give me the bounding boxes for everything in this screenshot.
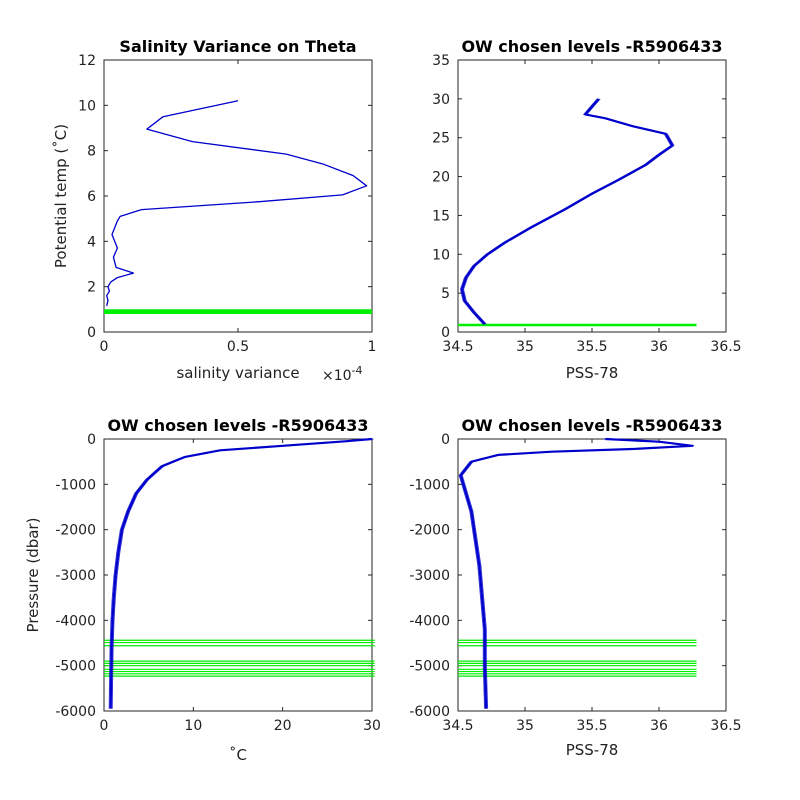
ticks-tr: 34.5 35 35.5 36 36.5 0 5 10 15 20 25 30 35 [432,53,741,355]
series-line-overlay [462,98,675,325]
series-line-overlay [461,438,695,709]
panel-tr: OW chosen levels -R5906433 PSS-78 34.5 35… [432,37,741,382]
x-tick-label: 35 [516,339,534,355]
y-tick-label: -3000 [409,568,450,584]
y-tick-label: 10 [432,247,450,263]
x-axis-label-tl: salinity variance [176,364,299,382]
plot-area-bl [104,437,375,709]
y-tick-label: 30 [432,92,450,108]
plot-area-tr [458,98,697,327]
chart-title-tl: Salinity Variance on Theta [119,37,356,56]
plot-area-tl [104,100,372,314]
y-tick-label: 0 [87,432,96,448]
y-tick-label: 20 [432,170,450,186]
x-tick-label: 36 [650,718,668,734]
chart-title-bl: OW chosen levels -R5906433 [107,416,368,435]
ticks-bl: 0 10 20 30 -6000 -5000 -4000 -3000 -2000 -1000 0 [55,432,381,734]
series-line [459,437,694,709]
y-tick-label: -5000 [55,659,96,675]
y-tick-label: 4 [87,234,96,250]
x-tick-label: 36.5 [710,718,741,734]
series-line-overlay [111,438,374,709]
series-line-overlay [459,98,672,325]
x-tick-label: 36.5 [710,339,741,355]
x-axis-label-br: PSS-78 [566,741,619,759]
y-tick-label: 8 [87,144,96,160]
chart-title-br: OW chosen levels -R5906433 [461,416,722,435]
chart-title-tr: OW chosen levels -R5906433 [461,37,722,56]
y-tick-label: 35 [432,53,450,69]
y-tick-label: -2000 [409,523,450,539]
y-tick-label: 6 [87,189,96,205]
x-tick-label: 30 [363,718,381,734]
x-multiplier-base: ×10 [322,368,352,384]
x-tick-label: 34.5 [442,718,473,734]
x-tick-label: 35.5 [576,339,607,355]
y-tick-label: -4000 [409,613,450,629]
y-axis-label-bl: Pressure (dbar) [24,518,42,633]
series-line [460,98,674,325]
plot-area-br [458,437,697,709]
y-tick-label: 5 [441,286,450,302]
y-tick-label: -5000 [409,659,450,675]
panel-br: OW chosen levels -R5906433 PSS-78 34.5 35… [409,416,741,759]
x-tick-label: 36 [650,339,668,355]
x-multiplier-exponent: -4 [352,364,363,377]
x-tick-label: 35 [516,718,534,734]
panel-bl: OW chosen levels -R5906433 ˚C Pressure (… [24,416,381,764]
y-tick-label: 12 [78,53,96,69]
y-tick-label: -2000 [55,523,96,539]
y-tick-label: 25 [432,131,450,147]
x-tick-label: 0.5 [227,339,249,355]
x-axis-label-tr: PSS-78 [566,364,619,382]
y-tick-label: 10 [78,98,96,114]
x-tick-label: 1 [368,339,377,355]
y-tick-label: 15 [432,208,450,224]
y-tick-label: 0 [441,325,450,341]
series-line [106,100,368,307]
y-tick-label: -4000 [55,613,96,629]
y-tick-label: 2 [87,280,96,296]
series-line-overlay [458,438,692,709]
x-tick-label: 0 [100,718,109,734]
y-tick-label: -6000 [409,704,450,720]
x-tick-label: 0 [100,339,109,355]
y-tick-label: 0 [87,325,96,341]
y-tick-label: -6000 [55,704,96,720]
x-tick-label: 20 [274,718,292,734]
series-line [109,437,373,709]
x-multiplier-tl: ×10-4 [322,364,363,384]
y-tick-label: -1000 [55,477,96,493]
panel-tl: Salinity Variance on Theta salinity vari… [52,37,376,384]
y-tick-label: 0 [441,432,450,448]
y-tick-label: -1000 [409,477,450,493]
y-tick-label: -3000 [55,568,96,584]
y-axis-label-tl: Potential temp (˚C) [52,124,70,268]
x-tick-label: 10 [184,718,202,734]
ticks-br: 34.5 35 35.5 36 36.5 -6000 -5000 -4000 -3000 -200… [409,432,741,734]
x-axis-label-bl: ˚C [229,746,247,764]
x-tick-label: 35.5 [576,718,607,734]
x-tick-label: 34.5 [442,339,473,355]
